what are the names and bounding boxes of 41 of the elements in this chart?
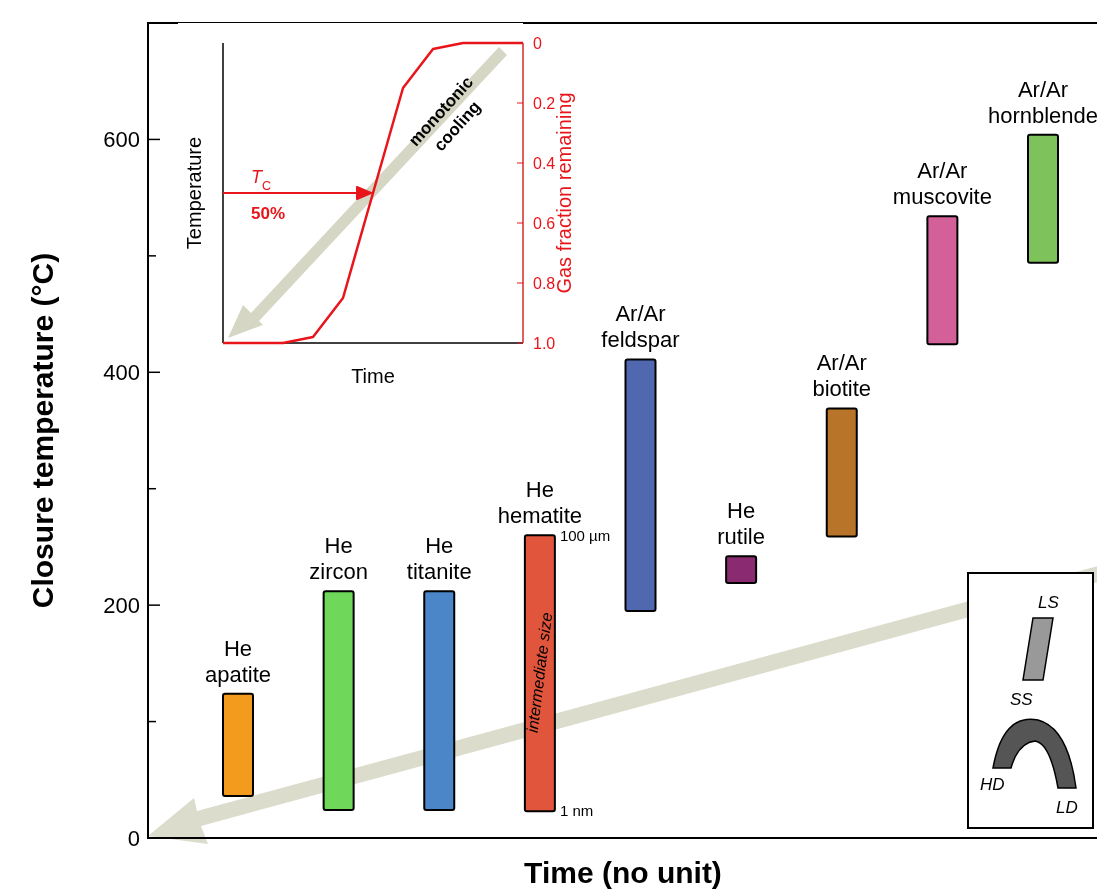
- x-tick-label: He titanite: [406, 533, 472, 585]
- ref-line-label: T$_{C}$: [251, 167, 272, 193]
- annotation: 100 µm: [559, 526, 611, 544]
- annotation: LS: [1038, 593, 1060, 612]
- annotation: LD: [1056, 798, 1078, 817]
- x-tick-label: Ar/Ar muscovite: [892, 158, 992, 210]
- x-axis-title: Time: [351, 365, 395, 387]
- annotation: 1 nm: [559, 802, 594, 820]
- bar: [926, 215, 959, 346]
- y-tick-label: 0: [533, 34, 542, 52]
- bar: [1027, 133, 1059, 264]
- annotation: SS: [1010, 690, 1034, 709]
- bar: [725, 555, 758, 585]
- x-tick-label: Ar/Ar biotite: [812, 350, 872, 402]
- bar: [523, 534, 556, 813]
- y-tick-label: 0.4: [533, 154, 556, 172]
- bar: [222, 692, 254, 798]
- bar: [825, 407, 858, 538]
- x-axis-title: Time (no unit): [524, 856, 722, 889]
- y-tick-label: 400: [103, 359, 140, 385]
- bar: [322, 590, 355, 812]
- x-tick-label: He zircon: [309, 533, 368, 585]
- y-tick-label: 0.2: [533, 94, 556, 112]
- bar: [423, 590, 456, 812]
- y-tick-label: 0.6: [533, 214, 556, 232]
- y-axis-title: Temperature: [183, 136, 205, 250]
- annotation: HD: [980, 775, 1005, 794]
- x-tick-label: He apatite: [204, 635, 272, 687]
- y-tick-label: 0.8: [533, 274, 556, 292]
- x-tick-label: He hematite: [497, 477, 583, 529]
- y-tick-label: 1.0: [533, 334, 556, 352]
- y-tick-label: 0: [127, 825, 140, 851]
- annotation: 50%: [251, 204, 286, 223]
- x-tick-label: Ar/Ar hornblende: [987, 76, 1097, 128]
- y-tick-label: 600: [103, 127, 140, 153]
- x-tick-label: He rutile: [717, 498, 765, 550]
- annotation: intermediate size: [523, 611, 556, 734]
- y-axis-title: Closure temperature (°C): [26, 252, 59, 609]
- x-tick-label: Ar/Ar feldspar: [601, 301, 680, 353]
- y-tick-label: 200: [103, 592, 140, 618]
- bar: [624, 358, 657, 612]
